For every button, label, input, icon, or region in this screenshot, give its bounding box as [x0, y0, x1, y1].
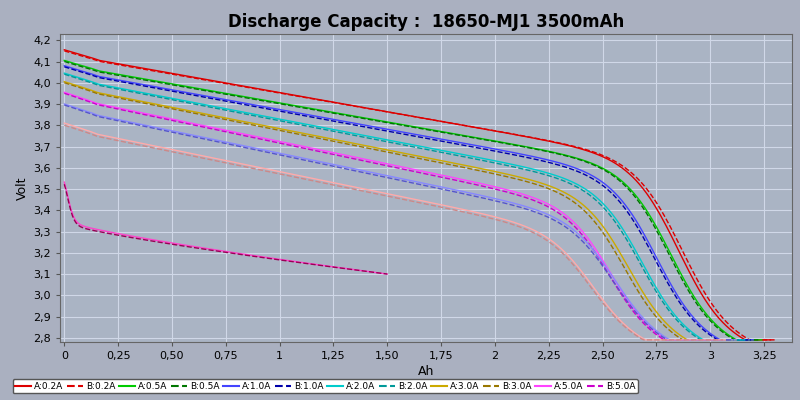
Title: Discharge Capacity :  18650-MJ1 3500mAh: Discharge Capacity : 18650-MJ1 3500mAh — [228, 13, 624, 31]
X-axis label: Ah: Ah — [418, 365, 434, 378]
Y-axis label: Volt: Volt — [16, 176, 29, 200]
Legend: A:0.2A, B:0.2A, A:0.5A, B:0.5A, A:1.0A, B:1.0A, A:2.0A, B:2.0A, A:3.0A, B:3.0A, : A:0.2A, B:0.2A, A:0.5A, B:0.5A, A:1.0A, … — [13, 379, 638, 394]
Legend: A:7.0A, B:7.0A, A:10.0A, B:10.0A, A:15.0A, B:15.0A: A:7.0A, B:7.0A, A:10.0A, B:10.0A, A:15.0… — [13, 397, 350, 400]
